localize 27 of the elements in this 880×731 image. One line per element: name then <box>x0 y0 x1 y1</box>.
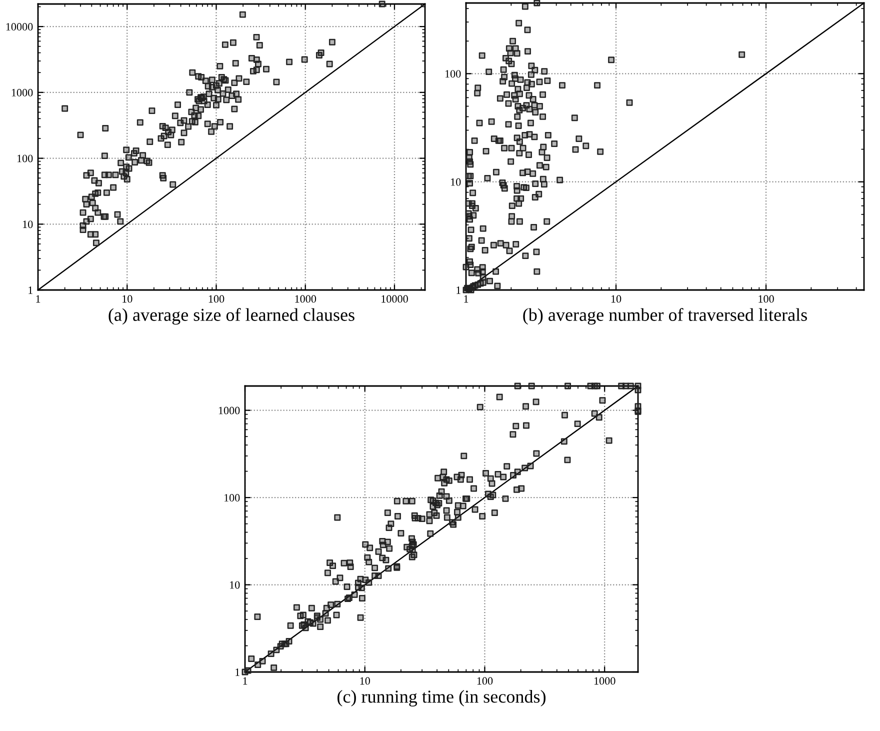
y-tick-label: 10000 <box>6 23 33 31</box>
x-tick-label: 1 <box>243 677 248 685</box>
y-tick-label: 1000 <box>12 88 33 96</box>
y-tick-label: 100 <box>445 70 461 78</box>
y-tick-label: 1000 <box>218 406 240 414</box>
x-tick-label: 10 <box>122 295 132 303</box>
y-tick-label: 1 <box>28 286 32 294</box>
y-tick-label: 10 <box>451 178 461 186</box>
x-tick-label: 1 <box>464 295 468 303</box>
y-tick-label: 100 <box>17 154 33 162</box>
y-tick-label: 10 <box>230 581 240 589</box>
x-tick-label: 1000 <box>295 295 316 303</box>
x-tick-label: 10 <box>611 295 622 303</box>
x-tick-label: 1000 <box>594 677 616 685</box>
y-tick-label: 1 <box>456 286 460 294</box>
x-tick-label: 10 <box>360 677 370 685</box>
x-tick-label: 100 <box>477 677 493 685</box>
text: (b) average number of traversed literals <box>523 308 807 325</box>
x-tick-label: 100 <box>758 295 774 303</box>
y-tick-label: 100 <box>224 494 240 502</box>
text: (a) average size of learned clauses <box>108 308 354 325</box>
x-tick-label: 1 <box>36 295 40 303</box>
y-tick-label: 1 <box>236 668 240 676</box>
x-tick-label: 100 <box>208 295 224 303</box>
text: (c) running time (in seconds) <box>338 690 546 706</box>
x-tick-label: 10000 <box>382 295 408 303</box>
y-tick-label: 10 <box>23 220 33 228</box>
